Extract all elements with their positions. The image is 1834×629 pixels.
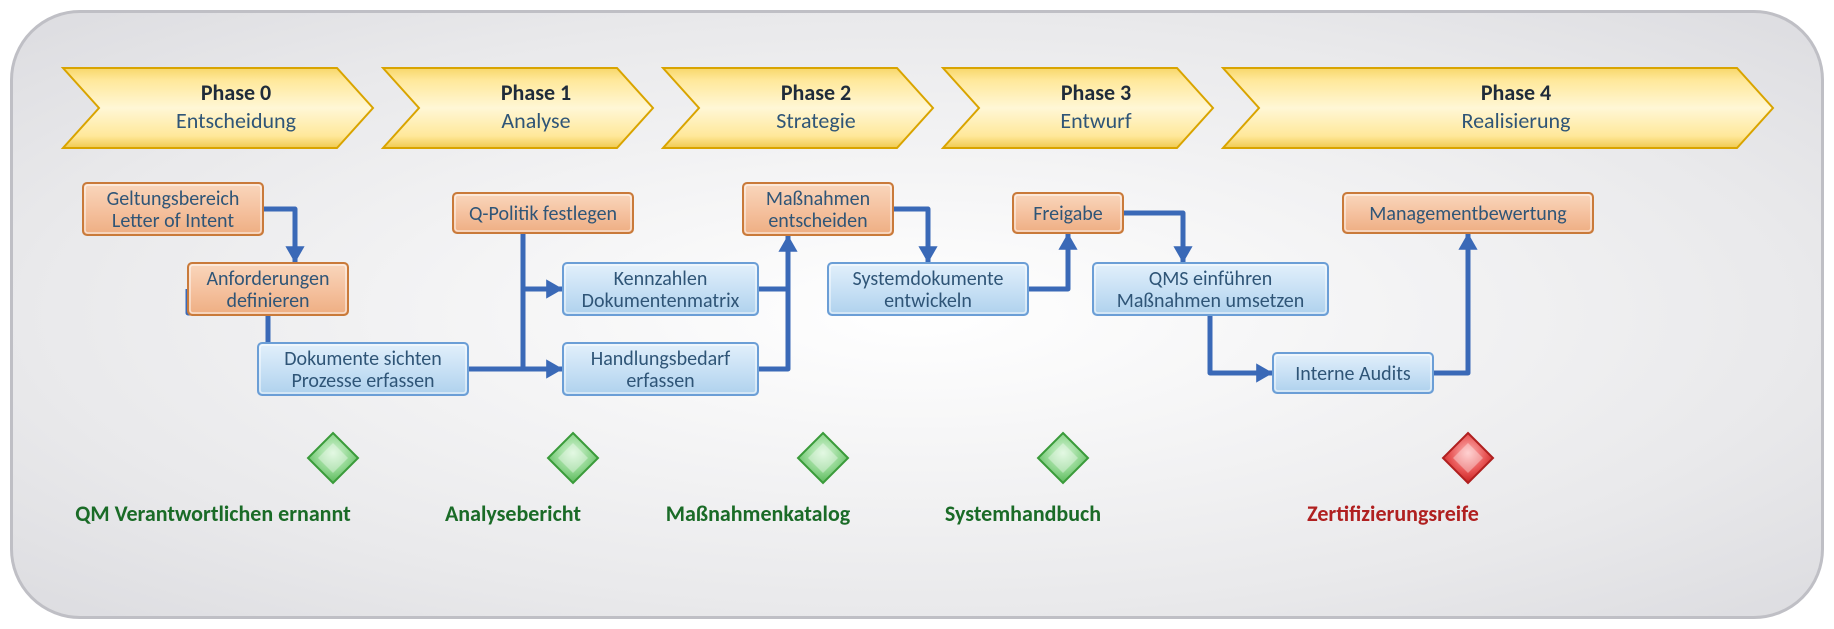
milestone-label-1: Analysebericht — [445, 500, 581, 527]
flow-arrow-11 — [1433, 233, 1468, 373]
process-box-blue-label: entwickeln — [884, 289, 972, 313]
phase-subtitle-4: Realisierung — [1462, 107, 1571, 134]
milestone-label-2: Maßnahmenkatalog — [666, 500, 851, 527]
process-box-orange-2: Q-Politik festlegen — [453, 193, 633, 233]
arrow-head — [778, 235, 797, 252]
arrow-head — [546, 359, 563, 378]
process-box-blue-3: Systemdokumenteentwickeln — [828, 263, 1028, 315]
flow-arrow-8 — [1028, 233, 1068, 289]
process-box-blue-label: Systemdokumente — [853, 267, 1004, 291]
diagram-svg: Phase 0Entscheidung Phase 1Analyse Phase 2… — [13, 13, 1827, 622]
process-box-blue-label: Kennzahlen — [614, 267, 708, 291]
process-box-orange-4: Freigabe — [1013, 193, 1123, 233]
process-box-orange-label: Maßnahmen — [766, 187, 870, 211]
process-box-blue-label: QMS einführen — [1149, 267, 1273, 291]
process-box-blue-label: Interne Audits — [1295, 362, 1411, 386]
milestone-label-0: QM Verantwortlichen ernannt — [75, 500, 351, 527]
flow-arrow-6 — [758, 289, 788, 369]
phase-subtitle-3: Entwurf — [1060, 107, 1131, 134]
process-box-orange-label: Geltungsbereich — [107, 187, 240, 211]
arrow-head — [918, 246, 937, 263]
process-box-blue-label: erfassen — [626, 369, 694, 393]
milestone-label-4: Zertifizierungsreife — [1307, 500, 1479, 527]
phase-subtitle-2: Strategie — [776, 107, 856, 134]
process-box-blue-label: Handlungsbedarf — [591, 347, 731, 371]
process-box-blue-1: KennzahlenDokumentenmatrix — [563, 263, 758, 315]
process-box-orange-label: entscheiden — [768, 209, 867, 233]
process-box-blue-4: QMS einführenMaßnahmen umsetzen — [1093, 263, 1328, 315]
milestone-label-3: Systemhandbuch — [945, 500, 1101, 527]
flow-arrow-7 — [893, 209, 928, 263]
phase-subtitle-1: Analyse — [501, 107, 570, 134]
process-box-orange-label: Q-Politik festlegen — [469, 202, 617, 226]
phase-title-0: Phase 0 — [201, 79, 271, 106]
process-box-orange-label: definieren — [226, 289, 309, 313]
phase-title-1: Phase 1 — [501, 79, 571, 106]
process-box-orange-0: GeltungsbereichLetter of Intent — [83, 183, 263, 235]
process-box-orange-5: Managementbewertung — [1343, 193, 1593, 233]
phase-title-3: Phase 3 — [1061, 79, 1131, 106]
phase-subtitle-0: Entscheidung — [176, 107, 296, 134]
process-box-blue-5: Interne Audits — [1273, 353, 1433, 393]
arrow-head — [285, 246, 304, 263]
arrow-head — [1256, 363, 1273, 382]
process-box-blue-label: Dokumentenmatrix — [582, 289, 740, 313]
diagram-container: Phase 0Entscheidung Phase 1Analyse Phase 2… — [10, 10, 1824, 619]
process-box-blue-label: Prozesse erfassen — [291, 369, 434, 393]
process-box-orange-3: Maßnahmenentscheiden — [743, 183, 893, 235]
flow-arrow-10 — [1210, 315, 1273, 373]
process-box-blue-2: Handlungsbedarferfassen — [563, 343, 758, 395]
process-box-blue-label: Dokumente sichten — [284, 347, 442, 371]
process-box-blue-label: Maßnahmen umsetzen — [1117, 289, 1305, 313]
phase-title-4: Phase 4 — [1481, 79, 1551, 106]
process-box-orange-label: Anforderungen — [206, 267, 329, 291]
process-box-orange-label: Freigabe — [1033, 202, 1103, 226]
process-box-orange-1: Anforderungendefinieren — [188, 263, 348, 315]
process-box-blue-0: Dokumente sichtenProzesse erfassen — [258, 343, 468, 395]
flow-arrow-0 — [263, 209, 295, 263]
flow-arrow-9 — [1123, 213, 1183, 263]
arrow-head — [546, 279, 563, 298]
process-box-orange-label: Managementbewertung — [1369, 202, 1567, 226]
phase-title-2: Phase 2 — [781, 79, 851, 106]
process-box-orange-label: Letter of Intent — [112, 209, 234, 233]
arrow-head — [1058, 233, 1077, 250]
arrow-head — [1458, 233, 1477, 250]
arrow-head — [1173, 246, 1192, 263]
